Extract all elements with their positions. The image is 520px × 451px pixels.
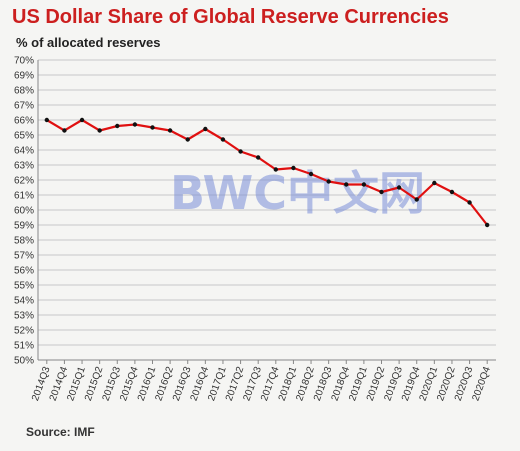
y-tick-label: 61% [14, 191, 34, 202]
y-tick-label: 70% [14, 56, 34, 67]
y-tick-label: 62% [14, 176, 34, 187]
data-point [185, 137, 190, 142]
data-point [115, 123, 120, 129]
y-tick-label: 69% [14, 71, 34, 82]
data-point [484, 222, 490, 228]
data-point [44, 117, 50, 123]
data-point [326, 179, 331, 184]
y-tick-label: 58% [14, 236, 34, 247]
y-tick-label: 51% [14, 341, 34, 352]
y-tick-label: 60% [14, 206, 34, 217]
watermark-text: BWC中文网 [170, 166, 425, 220]
y-tick-label: 54% [14, 296, 34, 307]
data-point [238, 149, 243, 154]
y-tick-label: 55% [14, 281, 34, 292]
y-tick-label: 65% [14, 131, 34, 142]
y-tick-label: 67% [14, 101, 34, 112]
data-point [62, 128, 67, 133]
data-point [432, 180, 437, 186]
y-tick-label: 63% [14, 161, 34, 172]
y-tick-label: 50% [14, 356, 34, 367]
data-point [308, 171, 314, 177]
source-note: Source: IMF [26, 425, 95, 439]
data-point [273, 167, 279, 172]
y-tick-label: 53% [14, 311, 34, 322]
data-point [414, 197, 419, 202]
data-point [203, 126, 208, 132]
data-point [97, 128, 102, 133]
data-point [150, 125, 155, 130]
y-tick-label: 66% [14, 116, 34, 127]
data-point [361, 182, 367, 187]
data-point [291, 165, 296, 171]
y-tick-label: 59% [14, 221, 34, 232]
chart-subtitle: % of allocated reserves [16, 35, 161, 50]
data-point [379, 189, 384, 195]
y-tick-label: 57% [14, 251, 34, 262]
data-point [255, 155, 261, 160]
data-point [132, 122, 138, 127]
y-tick-label: 68% [14, 86, 34, 97]
data-point [167, 128, 173, 133]
series-line [45, 118, 489, 227]
data-point [449, 189, 455, 195]
data-point [467, 200, 472, 205]
data-point [79, 117, 85, 123]
data-point [220, 137, 226, 142]
data-point [344, 182, 349, 187]
chart-title: US Dollar Share of Global Reserve Curren… [12, 6, 449, 28]
data-point [396, 185, 402, 190]
y-tick-label: 52% [14, 326, 34, 337]
y-tick-label: 56% [14, 266, 34, 277]
y-tick-label: 64% [14, 146, 34, 157]
